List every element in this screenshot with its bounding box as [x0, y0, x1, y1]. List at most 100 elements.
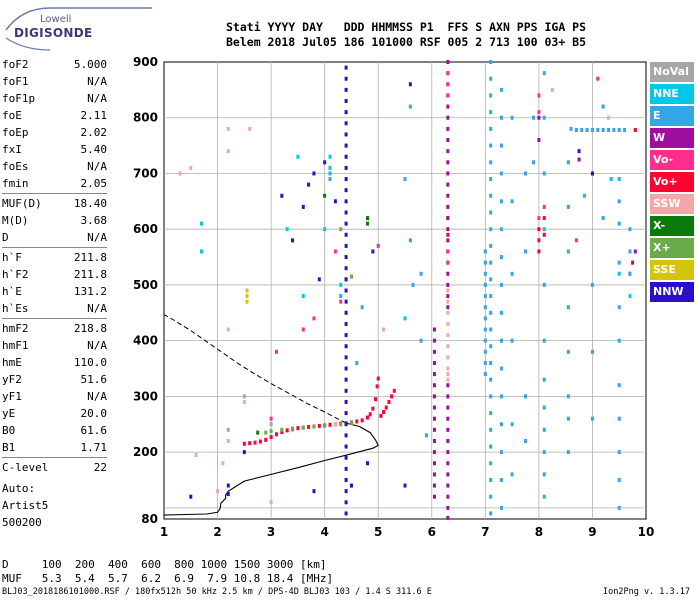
echo-point-nnw: [344, 188, 348, 193]
echo-point-e: [489, 60, 493, 64]
echo-point-vo-: [339, 299, 343, 304]
echo-point-nnw: [317, 277, 321, 282]
file-info-footer: BLJ03_2018186101000.RSF / 180fx512h 50 k…: [2, 587, 432, 597]
echo-point-vo-: [301, 327, 305, 332]
header-line-1: Stati YYYY DAY DDD HHMMSS P1 FFS S AXN P…: [226, 20, 587, 34]
echo-point-e: [489, 444, 493, 449]
echo-point-vo-: [537, 227, 541, 232]
echo-point-vo-: [269, 435, 273, 440]
param-row: fmin 2.05: [2, 175, 107, 192]
y-tick-label: 400: [133, 334, 158, 348]
echo-point-nnw: [323, 160, 327, 165]
param-row: h`F 211.8: [2, 249, 107, 266]
param-row: foEs N/A: [2, 158, 107, 175]
echo-point-vo-: [368, 412, 372, 417]
echo-point-e: [566, 204, 570, 209]
echo-point-w: [446, 271, 450, 276]
echo-point-w: [446, 405, 450, 410]
echo-point-vo-: [258, 439, 262, 444]
echo-point-e: [510, 271, 514, 276]
echo-point-nne: [199, 249, 203, 254]
density-profile-line: [163, 422, 379, 516]
echo-point-nnw: [344, 87, 348, 92]
param-row: hmF2 218.8: [2, 320, 107, 337]
echo-point-e: [569, 126, 573, 131]
echo-point-ssw: [194, 452, 198, 457]
echo-point-e: [617, 450, 621, 455]
echo-point-e: [542, 115, 546, 120]
echo-point-e: [566, 249, 570, 254]
echo-point-e: [542, 227, 546, 232]
echo-point-x-: [269, 428, 273, 433]
echo-point-nnw: [312, 489, 316, 494]
logo-brand: Lowell: [40, 14, 72, 25]
echo-point-e: [489, 193, 493, 198]
echo-point-vo-: [360, 418, 364, 423]
param-value: 22: [93, 461, 107, 474]
echo-point-x-: [256, 430, 260, 435]
echo-point-vo-: [375, 384, 379, 389]
echo-point-vo-: [542, 204, 546, 209]
echo-point-e: [489, 494, 493, 499]
echo-point-e: [566, 416, 570, 421]
param-value: 51.6: [80, 373, 108, 386]
echo-point-w: [446, 427, 450, 432]
echo-point-nnw: [344, 266, 348, 271]
legend-item-nne: NNE: [650, 84, 694, 104]
echo-point-nnw: [344, 333, 348, 338]
echo-point-w: [446, 394, 450, 399]
echo-point-nnw: [242, 450, 246, 455]
echo-point-e: [489, 76, 493, 81]
param-value: N/A: [87, 92, 107, 105]
echo-point-ssw: [446, 288, 450, 293]
echo-point-w: [432, 372, 436, 377]
echo-point-e: [524, 394, 527, 399]
echo-point-w: [446, 138, 450, 143]
distance-row: D 100 200 400 600 800 1000 1500 3000 [km…: [2, 558, 327, 571]
echo-point-w: [537, 115, 541, 120]
echo-point-w: [446, 505, 450, 510]
echo-point-e: [510, 472, 514, 477]
param-row: yF1 N/A: [2, 388, 107, 405]
echo-point-e: [489, 294, 493, 299]
echo-point-e: [499, 505, 503, 510]
echo-point-w: [432, 327, 436, 332]
param-label: foF1p: [2, 92, 36, 105]
echo-point-w: [432, 438, 436, 443]
param-row: yF2 51.6: [2, 371, 107, 388]
echo-point-vo-: [248, 441, 252, 446]
echo-point-nne: [628, 294, 632, 299]
echo-point-e: [499, 450, 503, 455]
echo-point-vo-: [269, 416, 273, 421]
echo-point-nne: [617, 271, 621, 276]
echo-point-e: [489, 143, 493, 148]
echo-point-ssw: [446, 344, 450, 349]
param-value: 2.02: [80, 126, 108, 139]
echo-point-w: [446, 171, 450, 176]
echo-point-vo-: [537, 110, 541, 115]
echo-point-ssw: [446, 333, 450, 338]
echo-point-nnw: [590, 171, 594, 176]
echo-point-ssw: [607, 115, 611, 120]
echo-point-ssw: [269, 500, 273, 505]
echo-point-nnw: [344, 154, 348, 159]
echo-point-e: [628, 271, 632, 276]
param-label: h`F: [2, 251, 22, 264]
echo-point-ssw: [446, 366, 450, 371]
echo-point-e: [499, 282, 503, 287]
echo-point-w: [446, 383, 450, 388]
echo-point-e: [510, 115, 514, 120]
echo-point-w: [432, 383, 436, 388]
echo-point-vo-: [280, 430, 284, 435]
echo-point-vo-: [376, 376, 380, 381]
distance-muf-table: D 100 200 400 600 800 1000 1500 3000 [km…: [2, 558, 333, 586]
echo-point-e: [483, 271, 487, 276]
echo-point-nnw: [312, 171, 316, 176]
echo-point-e: [580, 127, 584, 132]
echo-point-x-: [349, 421, 353, 426]
echo-point-nnw: [333, 199, 337, 204]
echo-point-e: [489, 377, 493, 382]
echo-point-nnw: [344, 76, 348, 81]
echo-point-nnw: [344, 199, 348, 204]
echo-point-e: [532, 115, 536, 120]
